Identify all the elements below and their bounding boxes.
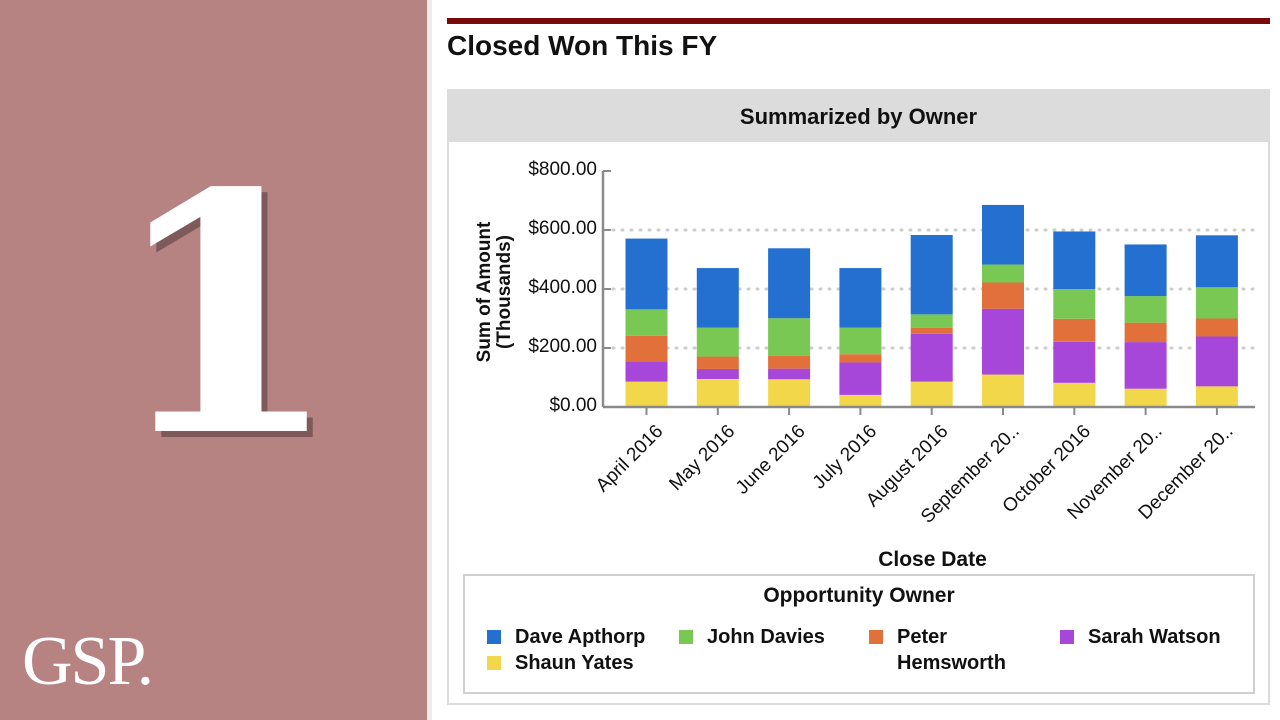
legend-label: Shaun Yates	[515, 652, 634, 674]
legend-label: John Davies	[707, 626, 825, 648]
page-title: Closed Won This FY	[447, 30, 718, 61]
legend-swatch-icon	[679, 630, 693, 644]
y-tick-label: $0.00	[549, 395, 597, 416]
legend-label: Peter Hemsworth	[897, 626, 1006, 674]
legend-label: Dave Apthorp	[515, 626, 646, 648]
legend: Opportunity Owner Dave Apthorp John Davie…	[463, 574, 1255, 694]
legend-item[interactable]: Shaun Yates	[487, 650, 634, 676]
legend-item[interactable]: Dave Apthorp	[487, 624, 645, 650]
legend-swatch-icon	[869, 630, 883, 644]
legend-swatch-icon	[1060, 630, 1074, 644]
legend-item[interactable]: Sarah Watson	[1060, 624, 1221, 650]
legend-title: Opportunity Owner	[763, 584, 955, 607]
y-tick-label: $200.00	[528, 336, 597, 357]
y-tick-label: $600.00	[528, 218, 597, 239]
y-title-line1: Sum of Amount	[474, 221, 495, 363]
y-title-line2: (Thousands)	[494, 235, 515, 349]
step-number: 1	[110, 121, 340, 509]
y-tick-label: $400.00	[528, 277, 597, 298]
chart-title: Summarized by Owner	[449, 91, 1268, 142]
legend-item[interactable]: Peter Hemsworth	[869, 624, 1029, 676]
x-axis-title: Close Date	[878, 548, 987, 571]
legend-swatch-icon	[487, 630, 501, 644]
y-tick-label: $800.00	[528, 159, 597, 180]
gsp-logo: GSP.	[22, 623, 154, 700]
legend-swatch-icon	[487, 656, 501, 670]
side-panel	[0, 0, 427, 720]
legend-item[interactable]: John Davies	[679, 624, 825, 650]
title-rule	[447, 18, 1270, 24]
divider	[427, 0, 432, 720]
legend-label: Sarah Watson	[1088, 626, 1221, 648]
y-axis-title: Sum of Amount (Thousands)	[474, 157, 515, 427]
